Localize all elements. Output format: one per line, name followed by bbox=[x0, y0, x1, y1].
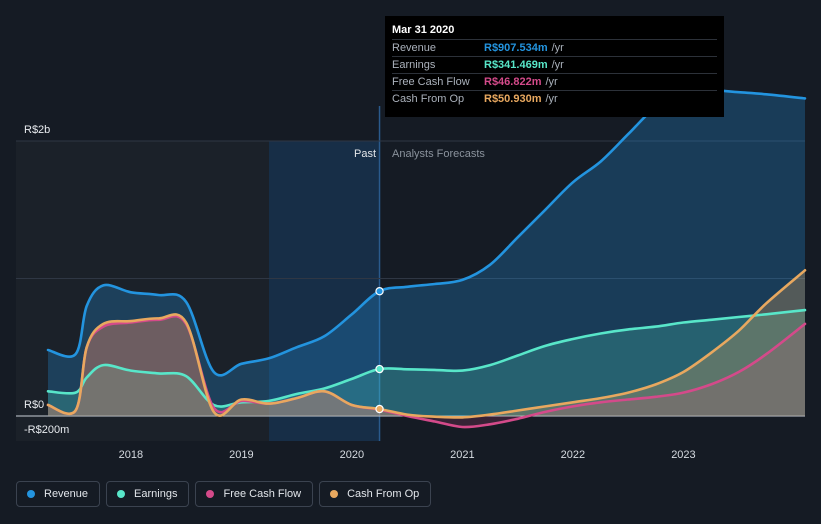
legend-label: Earnings bbox=[134, 488, 178, 500]
x-tick-label: 2021 bbox=[450, 449, 474, 461]
tooltip-unit: /yr bbox=[545, 76, 558, 88]
area-earnings bbox=[48, 310, 805, 416]
x-tick-label: 2022 bbox=[561, 449, 585, 461]
y-label-2b: R$2b bbox=[24, 124, 50, 136]
tooltip-row-revenue: Revenue R$907.534m /yr bbox=[392, 39, 717, 56]
x-tick-label: 2023 bbox=[671, 449, 695, 461]
x-tick-label: 2018 bbox=[119, 449, 143, 461]
legend-item-free-cash-flow[interactable]: Free Cash Flow bbox=[195, 481, 314, 507]
tooltip-value: R$46.822m bbox=[484, 76, 542, 88]
forecast-label: Analysts Forecasts bbox=[392, 148, 485, 160]
tooltip-unit: /yr bbox=[551, 59, 564, 71]
legend-dot-icon bbox=[117, 490, 126, 498]
tooltip-row-cash-from-op: Cash From Op R$50.930m /yr bbox=[392, 90, 717, 107]
legend: Revenue Earnings Free Cash Flow Cash Fro… bbox=[16, 481, 432, 507]
tooltip-row-earnings: Earnings R$341.469m /yr bbox=[392, 56, 717, 73]
marker-cash-from-op bbox=[375, 404, 384, 414]
legend-label: Revenue bbox=[44, 488, 89, 500]
tooltip-value: R$907.534m bbox=[484, 42, 548, 54]
line-cash-from-op bbox=[46, 269, 807, 419]
marker-earnings bbox=[375, 364, 384, 374]
legend-label: Cash From Op bbox=[347, 488, 420, 500]
tooltip-value: R$50.930m bbox=[484, 93, 542, 105]
tooltip-label: Cash From Op bbox=[392, 93, 465, 105]
legend-item-cash-from-op[interactable]: Cash From Op bbox=[319, 481, 432, 507]
legend-dot-icon bbox=[27, 490, 35, 498]
legend-item-earnings[interactable]: Earnings bbox=[106, 481, 190, 507]
x-tick-label: 2019 bbox=[229, 449, 253, 461]
tooltip-label: Free Cash Flow bbox=[392, 76, 470, 88]
legend-dot-icon bbox=[206, 490, 215, 498]
x-tick-label: 2020 bbox=[340, 449, 364, 461]
tooltip-unit: /yr bbox=[551, 42, 564, 54]
tooltip-row-free-cash-flow: Free Cash Flow R$46.822m /yr bbox=[392, 73, 717, 90]
area-free-cash-flow bbox=[48, 316, 805, 428]
y-label-zero: R$0 bbox=[24, 399, 44, 411]
legend-dot-icon bbox=[330, 490, 339, 498]
tooltip-value: R$341.469m bbox=[484, 59, 548, 71]
past-label: Past bbox=[354, 148, 376, 160]
marker-revenue bbox=[375, 287, 384, 296]
area-cash-from-op bbox=[48, 270, 805, 418]
line-earnings bbox=[46, 308, 807, 408]
tooltip-date: Mar 31 2020 bbox=[392, 24, 455, 36]
y-label-neg200m: -R$200m bbox=[24, 424, 69, 436]
tooltip: Mar 31 2020 Revenue R$907.534m /yr Earni… bbox=[385, 16, 724, 117]
tooltip-label: Earnings bbox=[392, 59, 436, 71]
tooltip-unit: /yr bbox=[545, 93, 558, 105]
area-revenue bbox=[48, 88, 805, 416]
legend-label: Free Cash Flow bbox=[223, 488, 302, 500]
tooltip-label: Revenue bbox=[392, 42, 437, 54]
legend-item-revenue[interactable]: Revenue bbox=[16, 481, 101, 507]
